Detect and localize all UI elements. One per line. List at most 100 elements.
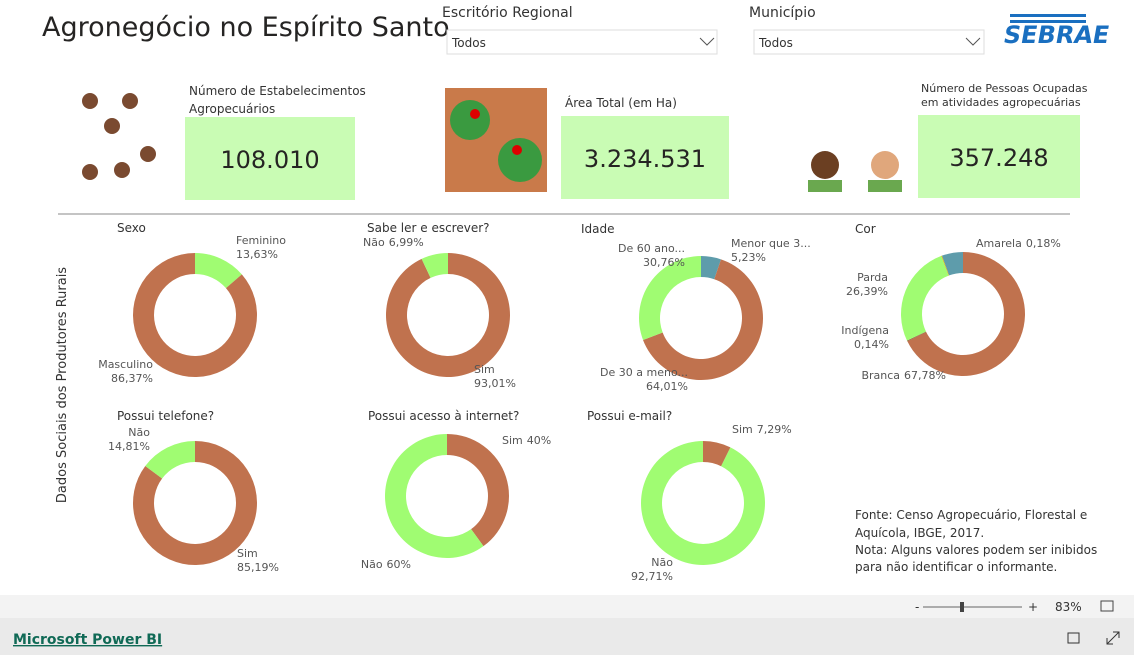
dropdown[interactable] <box>753 29 985 55</box>
slice-category: Não <box>361 558 383 571</box>
donut-slice <box>643 259 763 380</box>
slice-category: Não <box>128 426 150 439</box>
zoom-out[interactable]: - <box>915 600 919 614</box>
slice-label: Amarela 0,18% <box>976 237 1061 250</box>
donut-slice <box>132 441 257 565</box>
donut-slice <box>386 253 510 377</box>
donut-slice <box>639 256 701 340</box>
slice-category: Amarela <box>976 237 1022 250</box>
donut-slice <box>907 252 1025 376</box>
slice-label: Não 60% <box>361 558 411 571</box>
slice-value: 64,01% <box>646 380 688 393</box>
slice-category: Indígena <box>841 324 889 337</box>
zoom-level: 83% <box>1055 600 1082 614</box>
chart-title: Possui e-mail? <box>587 409 672 423</box>
donut-slice <box>703 441 731 467</box>
slice-label: De 30 a meno... 64,01% <box>600 366 688 393</box>
logo: SEBRAE <box>1001 21 1111 49</box>
note: Aquícola, IBGE, 2017. <box>855 526 984 540</box>
kpi-value: 108.010 <box>220 146 319 174</box>
fit-button[interactable] <box>1100 600 1114 612</box>
note: Nota: Alguns valores podem ser inibidos <box>855 543 1097 557</box>
slice-value: 7,29% <box>757 423 792 436</box>
slice-value: 67,78% <box>904 369 946 382</box>
note: para não identificar o informante. <box>855 560 1057 574</box>
slice-label: Sim 85,19% <box>237 547 279 574</box>
slice-value: 13,63% <box>236 248 278 261</box>
slice-label: Sim 7,29% <box>732 423 792 436</box>
slice-label: Menor que 3... 5,23% <box>731 237 811 264</box>
chart-title: Idade <box>581 222 615 236</box>
slice-category: Não <box>651 556 673 569</box>
farmer-icons <box>808 151 902 192</box>
slice-label: Parda 26,39% <box>846 271 888 298</box>
donut-slice <box>900 255 949 341</box>
slice-label: Sim 40% <box>502 434 551 447</box>
slice-value: 93,01% <box>474 377 516 390</box>
slice-label: Feminino 13,63% <box>236 234 286 261</box>
slice-category: Branca <box>861 369 900 382</box>
donut-slice <box>195 253 242 289</box>
expand-icon[interactable] <box>1106 631 1120 645</box>
map-icon <box>445 88 547 192</box>
filter-label: Município <box>749 5 816 21</box>
slice-label: De 60 ano... 30,76% <box>618 242 685 269</box>
filter-value[interactable]: Todos <box>758 36 793 50</box>
slice-value: 40% <box>527 434 551 447</box>
slice-value: 86,37% <box>111 372 153 385</box>
donut-slice <box>941 255 950 276</box>
dropdown[interactable] <box>446 29 718 55</box>
donut-slice <box>421 253 448 278</box>
chart-title: Sabe ler e escrever? <box>367 221 490 235</box>
title: Agronegócio no Espírito Santo <box>42 12 450 43</box>
kpi-label: Número de Estabelecimentos Agropecuários <box>189 84 366 116</box>
slice-category: Masculino <box>98 358 153 371</box>
zoom-in[interactable]: + <box>1028 600 1038 614</box>
pin-icons <box>82 93 156 180</box>
chart-title: Possui acesso à internet? <box>368 409 519 423</box>
slice-category: Feminino <box>236 234 286 247</box>
slice-category: Sim <box>237 547 258 560</box>
donut-slice <box>701 256 722 280</box>
section-label: Dados Sociais dos Produtores Rurais <box>55 267 70 503</box>
donut-slice <box>941 252 963 276</box>
slice-category: Sim <box>732 423 753 436</box>
slice-label: Não 14,81% <box>108 426 150 453</box>
chart-title: Cor <box>855 222 876 236</box>
chart-title: Possui telefone? <box>117 409 214 423</box>
slice-value: 0,14% <box>854 338 889 351</box>
slice-category: Parda <box>857 271 888 284</box>
slice-value: 6,99% <box>389 236 424 249</box>
slice-label: Não 92,71% <box>631 556 673 583</box>
slice-value: 92,71% <box>631 570 673 583</box>
slice-label: Masculino 86,37% <box>98 358 153 385</box>
slice-value: 14,81% <box>108 440 150 453</box>
slice-value: 0,18% <box>1026 237 1061 250</box>
kpi-value: 3.234.531 <box>584 145 706 173</box>
donut-slice <box>907 331 927 342</box>
donut-slice <box>641 441 765 566</box>
kpi-label: Área Total (em Ha) <box>565 95 677 110</box>
kpi-label: Número de Pessoas Ocupadas em atividades… <box>921 82 1088 109</box>
kpi-value: 357.248 <box>949 144 1048 172</box>
slice-value: 30,76% <box>643 256 685 269</box>
donut-slice <box>447 434 509 547</box>
slice-category: De 30 a meno... <box>600 366 688 379</box>
slice-label: Não 6,99% <box>363 236 424 249</box>
slice-value: 60% <box>387 558 411 571</box>
slice-label: Branca 67,78% <box>861 369 946 382</box>
chart-title: Sexo <box>117 221 146 235</box>
slice-value: 85,19% <box>237 561 279 574</box>
filter-value[interactable]: Todos <box>451 36 486 50</box>
share-icon[interactable] <box>1067 632 1080 644</box>
slice-category: Sim <box>502 434 523 447</box>
donut-slice <box>132 253 257 377</box>
donut-slice <box>145 441 195 479</box>
slice-label: Sim 93,01% <box>474 363 516 390</box>
footer-link[interactable]: Microsoft Power BI <box>13 632 162 648</box>
slice-category: Menor que 3... <box>731 237 811 250</box>
note: Fonte: Censo Agropecuário, Florestal e <box>855 508 1087 522</box>
donut-slice <box>385 434 484 558</box>
